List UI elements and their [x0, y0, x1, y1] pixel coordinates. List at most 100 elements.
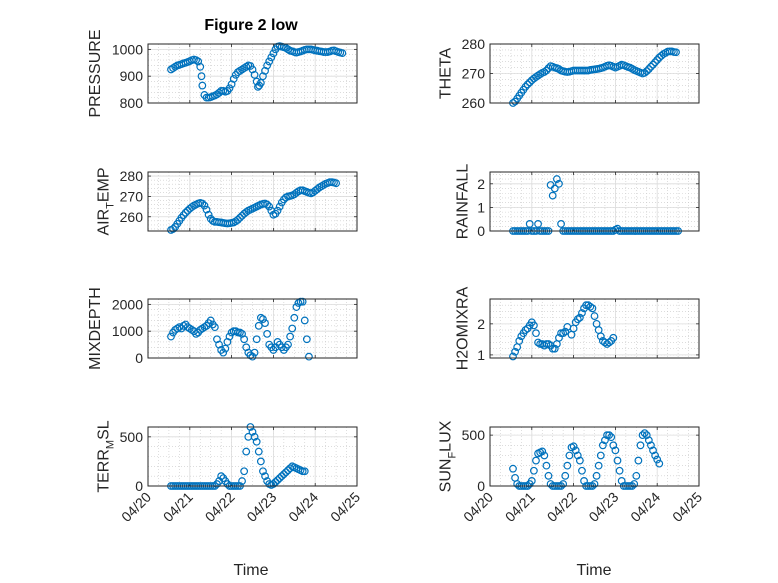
y-tick-label: 280 [120, 168, 144, 184]
data-point [229, 74, 238, 83]
data-point [649, 60, 657, 69]
data-point [555, 333, 563, 342]
plot-area [490, 172, 699, 231]
data-point [634, 456, 643, 465]
data-point [275, 474, 284, 483]
data-point [248, 352, 257, 361]
x-axis-label-left: Time [234, 562, 269, 579]
data-point [204, 210, 213, 219]
plot-area [490, 299, 699, 358]
theta-chart: 260 270 280 THETA [438, 36, 700, 111]
data-point [529, 321, 538, 330]
data-point [202, 205, 211, 214]
x-tick-label: 04/20 [118, 489, 154, 525]
y-tick-label: 280 [462, 36, 486, 52]
data-point [550, 344, 559, 353]
data-point [263, 329, 272, 338]
data-point [555, 179, 563, 188]
data-point [267, 53, 276, 62]
data-point [217, 472, 226, 481]
data-point [647, 62, 655, 71]
data-point [559, 329, 568, 338]
data-point [601, 436, 609, 445]
y-tick-label: 270 [462, 66, 486, 82]
data-point [250, 70, 259, 79]
data-point [261, 319, 269, 328]
x-tick-label: 04/23 [243, 489, 279, 525]
data-point [598, 441, 607, 450]
x-tick-label: 04/21 [502, 489, 538, 525]
y-tick-label: 500 [120, 429, 144, 445]
y-tick-label: 2 [477, 176, 485, 192]
axes-frame [489, 43, 700, 104]
data-point [284, 340, 292, 349]
data-point [197, 72, 206, 81]
data-point [548, 191, 557, 200]
axes-frame [147, 298, 358, 359]
data-point [571, 446, 580, 455]
data-point [525, 78, 534, 87]
data-point [169, 225, 177, 233]
data-point [580, 477, 588, 485]
data-point [236, 213, 244, 222]
x-tick-label: 04/25 [327, 489, 363, 525]
data-point [259, 315, 267, 324]
data-point [233, 328, 242, 337]
data-point [259, 467, 267, 476]
figure-title: Figure 2 low [204, 17, 298, 34]
data-point [555, 65, 563, 73]
data-point [196, 62, 205, 71]
data-point [653, 56, 662, 64]
data-point [288, 324, 297, 333]
x-tick-label: 04/20 [460, 489, 496, 525]
data-point [521, 326, 530, 334]
data-point [559, 480, 568, 488]
y-tick-label: 500 [462, 427, 486, 443]
data-point [254, 447, 263, 456]
data-point [636, 441, 645, 450]
data-point [542, 461, 551, 470]
data-point [649, 446, 657, 455]
data-point [300, 316, 309, 325]
y-axis-label: RAINFALL [455, 164, 472, 240]
data-point [605, 338, 614, 347]
axes-frame [489, 298, 700, 359]
h2omixra-chart: 1 2 H2OMIXRA [455, 286, 700, 370]
data-point [515, 337, 524, 345]
data-point [254, 321, 263, 330]
data-point [540, 68, 549, 76]
data-point [644, 65, 653, 73]
data-point [638, 431, 647, 440]
x-tick-label: 04/24 [285, 489, 321, 525]
data-point [653, 455, 662, 464]
data-point [590, 312, 599, 320]
data-point [256, 78, 265, 87]
x-tick-label: 04/23 [585, 489, 621, 525]
data-point [221, 344, 230, 353]
data-point [233, 215, 242, 224]
data-point [534, 338, 542, 347]
data-point [586, 302, 595, 311]
data-points [167, 42, 347, 102]
data-point [655, 459, 664, 468]
data-point [532, 456, 540, 465]
axes-frame [489, 171, 700, 232]
y-tick-label: 0 [477, 223, 485, 239]
data-point [225, 84, 234, 93]
data-point [609, 333, 618, 342]
data-point [607, 433, 616, 442]
data-point [332, 179, 341, 188]
data-point [200, 201, 209, 210]
data-point [263, 200, 272, 209]
data-point [651, 451, 660, 460]
plot-area [148, 44, 357, 103]
data-point [275, 202, 284, 211]
y-tick-label: 1 [477, 347, 485, 363]
data-point [651, 58, 660, 67]
data-point [511, 347, 519, 356]
x-axis-label-right: Time [577, 562, 612, 579]
data-point [265, 57, 274, 66]
data-point [181, 208, 190, 217]
data-points [167, 178, 341, 234]
